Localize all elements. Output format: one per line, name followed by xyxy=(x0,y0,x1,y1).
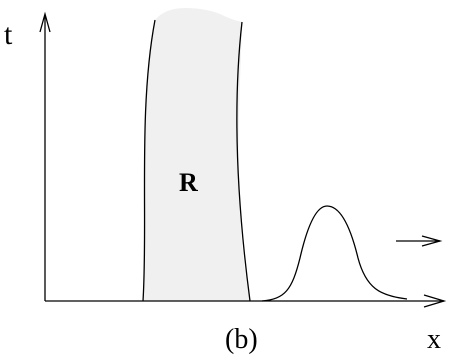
region-label: R xyxy=(179,168,198,197)
t-axis-label: t xyxy=(4,18,13,51)
panel-label: (b) xyxy=(225,324,258,355)
region-r-right-boundary xyxy=(236,21,251,302)
region-r xyxy=(143,8,250,301)
region-r-left-boundary xyxy=(142,19,156,302)
t-axis-arrowhead xyxy=(39,11,51,33)
x-axis-arrowhead xyxy=(423,294,447,308)
x-axis-label: x xyxy=(427,324,441,355)
pulse-curve xyxy=(261,205,408,302)
motion-arrowhead xyxy=(421,235,443,247)
